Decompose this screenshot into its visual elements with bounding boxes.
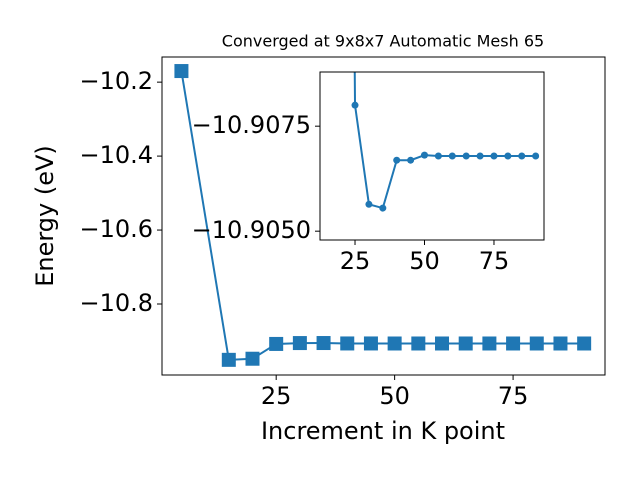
axes-frame bbox=[161, 56, 606, 376]
marker bbox=[221, 352, 236, 367]
marker bbox=[407, 156, 415, 164]
marker bbox=[292, 336, 307, 351]
marker bbox=[518, 152, 526, 160]
plot-group: 25 50 75 −10.2 −10.4 −10.6 −10.8 bbox=[79, 56, 606, 410]
y-axis-label: Energy (eV) bbox=[31, 145, 59, 287]
marker bbox=[577, 336, 592, 351]
series bbox=[351, 72, 540, 212]
marker bbox=[351, 101, 359, 109]
y-tick-label: −10.9050 bbox=[192, 216, 311, 244]
series bbox=[174, 64, 592, 367]
marker bbox=[462, 152, 470, 160]
marker bbox=[387, 336, 402, 351]
marker bbox=[316, 336, 331, 351]
marker bbox=[504, 152, 512, 160]
marker bbox=[490, 152, 498, 160]
marker bbox=[174, 64, 189, 79]
marker bbox=[434, 152, 442, 160]
marker bbox=[435, 336, 450, 351]
marker bbox=[245, 351, 260, 366]
marker bbox=[379, 204, 387, 212]
y-tick-label: −10.8 bbox=[79, 289, 153, 317]
marker bbox=[420, 151, 428, 159]
x-tick-label: 75 bbox=[498, 382, 529, 410]
marker bbox=[532, 152, 540, 160]
chart-title: Converged at 9x8x7 Automatic Mesh 65 bbox=[222, 32, 544, 51]
marker bbox=[458, 336, 473, 351]
marker bbox=[476, 152, 484, 160]
y-tick-label: −10.4 bbox=[79, 141, 153, 169]
marker bbox=[553, 336, 568, 351]
y-tick-label: −10.2 bbox=[79, 67, 153, 95]
y-tick-label: −10.6 bbox=[79, 215, 153, 243]
marker bbox=[393, 156, 401, 164]
marker bbox=[365, 200, 373, 208]
marker bbox=[363, 336, 378, 351]
marker bbox=[506, 336, 521, 351]
x-tick-label: 25 bbox=[340, 247, 371, 275]
marker bbox=[448, 152, 456, 160]
axes-frame bbox=[319, 71, 545, 241]
marker bbox=[340, 336, 355, 351]
marker bbox=[269, 336, 284, 351]
x-tick-label: 50 bbox=[379, 382, 410, 410]
x-tick-label: 25 bbox=[261, 382, 292, 410]
x-tick-label: 75 bbox=[479, 247, 510, 275]
plot-group: 25 50 75 −10.9075 −10.9050 bbox=[192, 71, 545, 275]
marker bbox=[411, 336, 426, 351]
x-axis-label: Increment in K point bbox=[261, 417, 505, 445]
x-tick-label: 50 bbox=[409, 247, 440, 275]
y-tick-label: −10.9075 bbox=[192, 111, 311, 139]
marker bbox=[529, 336, 544, 351]
marker bbox=[482, 336, 497, 351]
